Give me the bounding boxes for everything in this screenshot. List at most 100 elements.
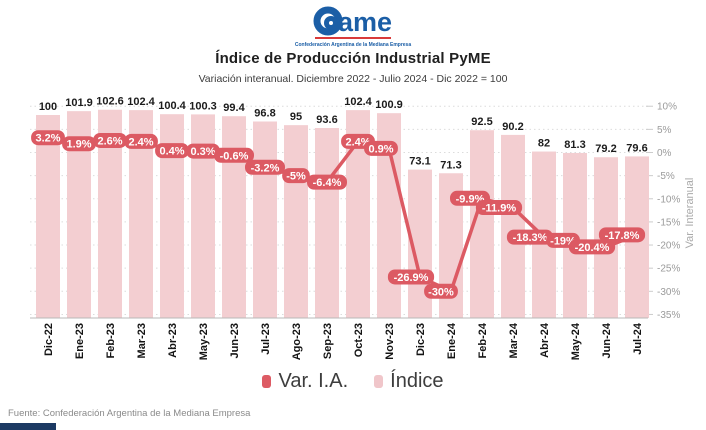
line-value-pill <box>364 140 398 156</box>
bar-value-label: 102.6 <box>96 96 124 108</box>
line-value-pill <box>475 200 523 216</box>
came-logo-graphic: ame Confederación Argentina de la Median… <box>295 6 411 48</box>
index-bar <box>284 125 308 319</box>
x-axis-month-label: Mar-24 <box>508 322 520 358</box>
x-axis-month-label: Ene-24 <box>446 322 458 359</box>
line-value-label: 2.4% <box>128 136 153 148</box>
x-axis-month-label: Dic-23 <box>415 323 427 356</box>
legend-swatch-bar <box>374 375 384 388</box>
line-value-label: -26.9% <box>394 272 429 284</box>
x-axis-month-label: Mar-23 <box>136 323 148 358</box>
y-axis-tick-label: -20% <box>657 241 680 252</box>
x-axis-month-label: Abr-24 <box>539 322 551 358</box>
line-value-label: 2.6% <box>97 135 122 147</box>
legend-swatch-line <box>262 375 272 388</box>
bar-value-label: 93.6 <box>316 114 337 126</box>
bar-value-label: 100.9 <box>375 99 403 111</box>
chart-canvas: 10% 5% 0% -5% -10% -15% -20% -25% -30% -35% Var. I… <box>30 96 696 360</box>
chart-subtitle: Variación interanual. Diciembre 2022 - J… <box>198 73 508 85</box>
line-value-label: 0.9% <box>368 143 393 155</box>
y-axis-tick-label: -5% <box>657 171 675 182</box>
line-value-pill <box>93 132 127 148</box>
line-value-pill <box>31 130 65 146</box>
line-value-label: -3.2% <box>251 162 280 174</box>
line-value-pill <box>568 239 616 255</box>
x-axis-month-label: Feb-24 <box>477 322 489 358</box>
line-value-pill <box>245 159 285 175</box>
line-value-label: -20.4% <box>575 242 610 254</box>
line-value-pill <box>387 269 435 285</box>
line-value-pill <box>424 283 458 299</box>
bar-value-label: 92.5 <box>471 116 492 128</box>
index-bar <box>36 115 60 318</box>
bar-value-label: 82 <box>538 138 550 150</box>
logo-c-ring <box>313 6 343 36</box>
line-value-label: 0.4% <box>159 146 184 158</box>
line-value-label: 3.2% <box>35 133 60 145</box>
x-axis-month-label: Dic-22 <box>43 323 55 356</box>
x-axis-month-label: May-23 <box>198 323 210 360</box>
chart-legend: Var. I.A. Índice <box>0 370 706 393</box>
x-axis-month-label: Abr-23 <box>167 323 179 358</box>
bar-value-label: 102.4 <box>127 96 155 108</box>
y-axis-tick-label: 0% <box>657 148 672 159</box>
line-value-label: -11.9% <box>482 203 516 215</box>
x-axis-month-label: Ene-23 <box>74 323 86 359</box>
line-value-label: -18.3% <box>513 232 548 244</box>
chart-title: Índice de Producción Industrial PyME <box>215 50 491 67</box>
line-value-pill <box>124 133 158 149</box>
x-axis-month-label: Jun-23 <box>229 323 241 358</box>
legend-item-var-ia: Var. I.A. <box>262 370 348 393</box>
bar-value-label: 96.8 <box>254 107 275 119</box>
index-bar <box>501 134 525 318</box>
x-axis-month-label: Nov-23 <box>384 323 396 360</box>
bar-value-label: 73.1 <box>409 156 430 168</box>
logo-red-underline <box>315 37 391 39</box>
footer-navy-band <box>0 423 56 430</box>
bar-value-label: 90.2 <box>502 121 523 133</box>
bar-value-label: 99.4 <box>223 102 245 114</box>
line-value-label: -6.4% <box>313 177 342 189</box>
came-logo: ame Confederación Argentina de la Median… <box>0 5 706 49</box>
x-axis-month-label: Jun-24 <box>601 322 613 358</box>
y-axis-tick-label: -25% <box>657 264 680 275</box>
line-value-label: -17.8% <box>605 230 640 242</box>
y-axis-tick-label: -35% <box>657 310 680 321</box>
y-axis-tick-label: -30% <box>657 287 680 298</box>
logo-subtext: Confederación Argentina de la Mediana Em… <box>295 42 411 48</box>
logo-a-ring <box>324 16 338 30</box>
line-value-label: -0.6% <box>220 150 249 162</box>
line-value-label: 1.9% <box>66 139 91 151</box>
y-axis-title: Var. Interanual <box>684 178 696 249</box>
index-bar <box>315 127 339 318</box>
x-axis-month-label: Sep-23 <box>322 323 334 359</box>
legend-label-line: Var. I.A. <box>278 370 349 392</box>
legend-label-bar: Índice <box>390 370 444 392</box>
y-axis-tick-label: 5% <box>657 125 672 136</box>
y-axis-tick-label: -15% <box>657 217 680 228</box>
line-value-pill <box>155 143 189 159</box>
x-axis-month-label: Ago-23 <box>291 323 303 360</box>
bar-value-label: 100.4 <box>158 100 186 112</box>
bar-value-label: 102.4 <box>344 96 372 108</box>
index-bar <box>222 116 246 318</box>
bar-value-label: 100.3 <box>189 100 217 112</box>
bar-value-label: 81.3 <box>564 139 585 151</box>
line-value-label: -5% <box>286 171 306 183</box>
x-axis-month-label: May-24 <box>570 322 582 360</box>
bar-value-label: 101.9 <box>65 97 93 109</box>
line-value-pill <box>186 143 220 159</box>
y-axis-tick-label: 10% <box>657 102 677 113</box>
legend-item-indice: Índice <box>374 370 444 393</box>
line-value-label: 0.3% <box>190 146 215 158</box>
line-value-label: -9.9% <box>456 193 485 205</box>
bar-value-label: 71.3 <box>440 159 461 171</box>
x-axis-month-label: Jul-23 <box>260 323 272 355</box>
bar-value-label: 79.6 <box>626 142 647 154</box>
line-value-pill <box>62 136 96 152</box>
y-axis-tick-label: -10% <box>657 194 680 205</box>
line-value-pill <box>214 147 254 163</box>
line-value-label: -30% <box>428 286 454 298</box>
bar-value-label: 79.2 <box>595 143 616 155</box>
